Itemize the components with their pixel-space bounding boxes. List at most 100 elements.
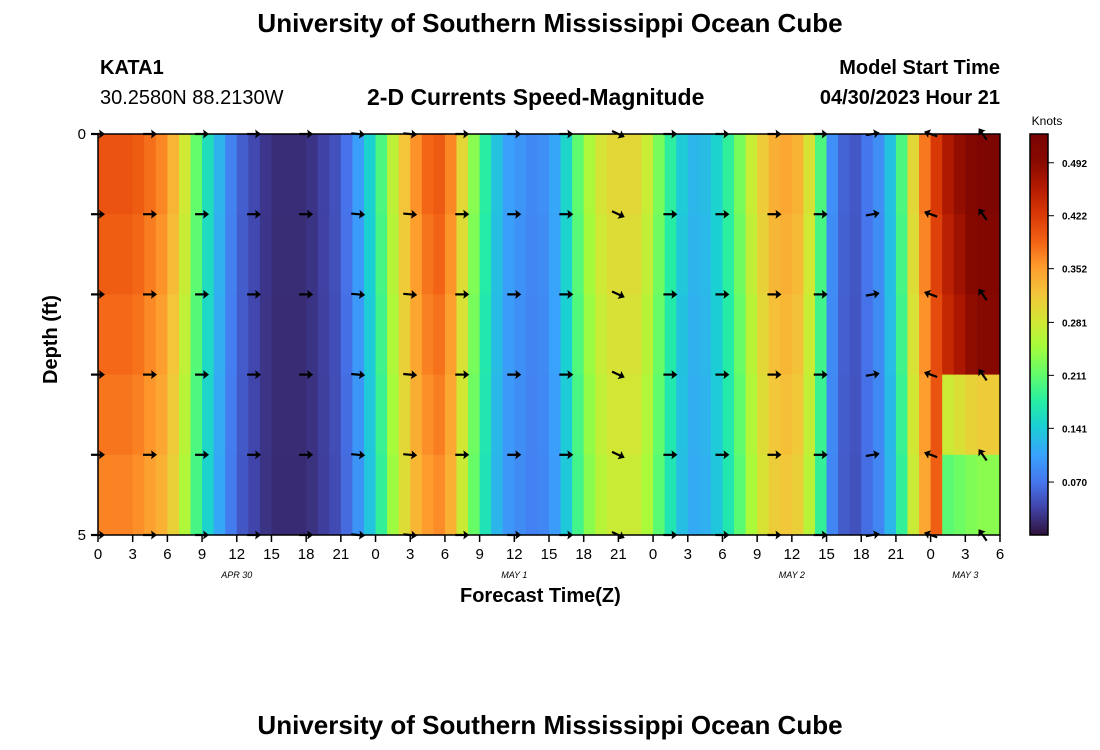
arrow-head — [203, 370, 210, 380]
arrow-head — [151, 450, 158, 460]
heatmap-cell — [190, 214, 203, 295]
heatmap-cell — [98, 214, 111, 295]
heatmap-cell — [641, 454, 654, 535]
heatmap-cell — [930, 454, 943, 535]
heatmap-cell — [907, 374, 920, 456]
arrow-head — [358, 290, 366, 299]
current-arrow — [813, 450, 828, 460]
heatmap-cell — [491, 294, 504, 376]
arrow-shaft — [980, 291, 988, 301]
arrow-head — [515, 450, 522, 460]
current-arrow — [978, 449, 988, 462]
heatmap-cell — [907, 294, 920, 376]
heatmap-cell — [109, 134, 122, 215]
heatmap-cell — [814, 214, 828, 295]
heatmap-cell — [329, 294, 342, 376]
heatmap-cell — [410, 214, 423, 295]
arrow-head — [99, 289, 105, 299]
station-coords: 30.2580N 88.2130W — [100, 87, 284, 109]
heatmap-cell — [838, 294, 851, 376]
heatmap-cell — [468, 134, 481, 215]
heatmap-cell — [676, 134, 689, 215]
current-arrow — [299, 209, 314, 219]
heatmap-cell — [629, 134, 643, 215]
heatmap-cell — [699, 374, 712, 456]
heatmap-cell — [352, 214, 365, 295]
x-tick-label: 12 — [506, 546, 523, 563]
heatmap-cell — [456, 134, 469, 215]
heatmap-cell — [629, 374, 643, 456]
current-arrow — [507, 450, 522, 460]
heatmap-cell — [768, 214, 781, 295]
heatmap-cell — [225, 134, 238, 215]
heatmap-cell — [757, 134, 770, 215]
heatmap-cell — [907, 454, 920, 535]
arrow-shaft — [351, 292, 362, 296]
current-arrow — [195, 289, 210, 299]
heatmap-cell — [988, 374, 1000, 456]
arrow-head — [671, 289, 678, 299]
heatmap-cell — [121, 134, 134, 215]
date-label: APR 30 — [220, 570, 252, 580]
date-label: MAY 2 — [779, 570, 805, 580]
x-tick-label: 21 — [333, 546, 350, 563]
heatmap-cell — [387, 294, 400, 376]
arrow-head — [358, 209, 366, 219]
arrow-shaft — [927, 292, 938, 298]
current-arrow — [715, 209, 730, 219]
heatmap-cell — [560, 294, 573, 376]
heatmap-cell — [317, 214, 330, 295]
heatmap-cell — [653, 214, 666, 295]
current-arrow — [195, 209, 210, 219]
heatmap-cell — [953, 134, 966, 215]
arrow-head — [567, 209, 574, 219]
heatmap-cell — [664, 214, 677, 295]
arrow-head — [821, 370, 828, 380]
heatmap-cell — [849, 214, 862, 295]
heatmap-cell — [271, 374, 284, 456]
heatmap-cell — [826, 134, 839, 215]
arrow-shaft — [403, 453, 414, 457]
arrow-head — [821, 289, 828, 299]
heatmap-cell — [375, 214, 388, 295]
arrow-shaft — [980, 531, 988, 542]
arrow-shaft — [980, 130, 988, 141]
heatmap-cell — [849, 374, 862, 456]
heatmap-cell — [687, 134, 700, 215]
station-id: KATA1 — [100, 57, 164, 79]
heatmap-cell — [537, 134, 550, 215]
current-arrow — [611, 450, 625, 460]
current-arrow — [611, 290, 625, 299]
heatmap-cell — [780, 294, 793, 376]
current-arrow — [663, 209, 678, 219]
heatmap-cell — [861, 134, 874, 215]
current-arrow — [403, 290, 418, 299]
heatmap-cell — [421, 134, 434, 215]
heatmap-cell — [479, 214, 492, 295]
x-tick-label: 6 — [718, 546, 726, 563]
arrow-head — [410, 290, 418, 299]
heatmap-cell — [317, 374, 330, 456]
arrow-head — [307, 209, 314, 219]
heatmap-cell — [734, 374, 747, 456]
heatmap-cell — [155, 214, 168, 295]
heatmap-cell — [676, 454, 689, 535]
heatmap-cell — [167, 134, 180, 215]
heatmap-cell — [363, 134, 377, 215]
heatmap-cell — [549, 374, 562, 456]
heatmap-cell — [560, 214, 573, 295]
heatmap-cell — [514, 294, 527, 376]
heatmap-cell — [340, 134, 354, 215]
heatmap-cell — [202, 134, 215, 215]
heatmap-cell — [780, 454, 793, 535]
heatmap-cell — [121, 214, 134, 295]
x-tick-label: 6 — [163, 546, 171, 563]
y-tick-label: 0 — [78, 126, 86, 143]
heatmap-cell — [919, 294, 932, 376]
heatmap-cell — [433, 294, 446, 376]
heatmap-cell — [410, 454, 423, 535]
heatmap-cell — [248, 454, 261, 535]
heatmap-cell — [155, 374, 168, 456]
heatmap-cell — [306, 134, 319, 215]
heatmap-cell — [872, 214, 885, 295]
